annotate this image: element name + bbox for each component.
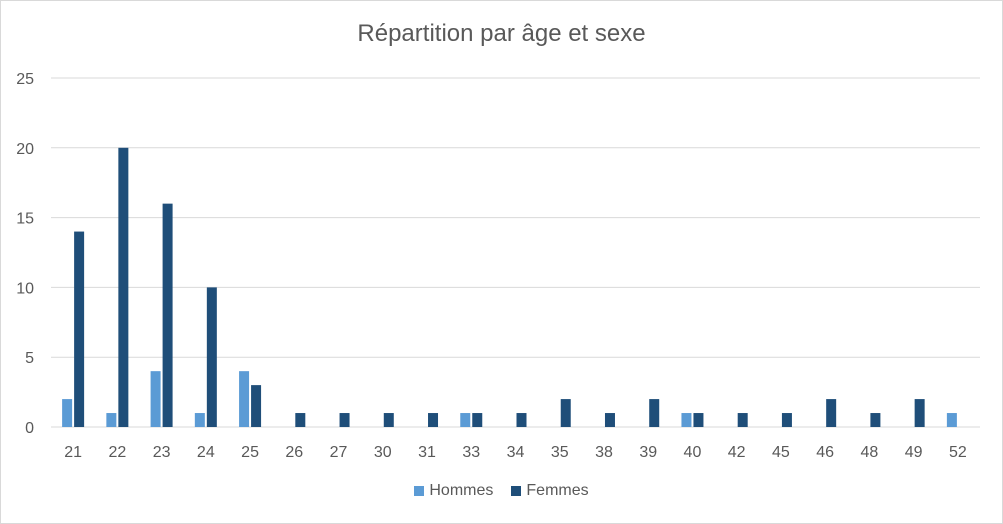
x-tick-label-45: 45 — [772, 444, 790, 461]
x-tick-label-49: 49 — [905, 444, 923, 461]
bar-femmes-31 — [428, 413, 439, 427]
bar-femmes-24 — [206, 287, 217, 427]
x-tick-label-52: 52 — [949, 444, 967, 461]
x-tick-label-30: 30 — [374, 444, 392, 461]
legend-item-femmes: Femmes — [511, 482, 589, 500]
x-tick-label-34: 34 — [507, 444, 525, 461]
x-tick-label-24: 24 — [197, 444, 215, 461]
x-tick-label-35: 35 — [551, 444, 569, 461]
bar-hommes-21 — [62, 399, 73, 427]
bar-femmes-39 — [649, 399, 660, 427]
legend-swatch-femmes — [511, 486, 522, 496]
bar-femmes-30 — [383, 413, 394, 427]
x-tick-label-31: 31 — [418, 444, 436, 461]
x-tick-label-27: 27 — [330, 444, 348, 461]
y-tick-label-5: 5 — [25, 350, 34, 367]
x-tick-label-22: 22 — [108, 444, 126, 461]
y-tick-label-25: 25 — [16, 71, 34, 88]
bar-femmes-25 — [251, 385, 262, 427]
y-tick-label-15: 15 — [16, 211, 34, 228]
x-tick-label-23: 23 — [153, 444, 171, 461]
bar-femmes-35 — [560, 399, 571, 427]
y-tick-label-0: 0 — [25, 420, 34, 437]
x-tick-label-48: 48 — [861, 444, 879, 461]
legend-label-hommes: Hommes — [429, 482, 494, 499]
bar-femmes-40 — [693, 413, 704, 427]
bar-femmes-49 — [914, 399, 925, 427]
x-tick-label-46: 46 — [816, 444, 834, 461]
bar-hommes-23 — [150, 371, 161, 427]
chart-title: Répartition par âge et sexe — [357, 20, 646, 47]
x-tick-label-38: 38 — [595, 444, 613, 461]
bar-femmes-23 — [162, 203, 173, 427]
bar-femmes-45 — [781, 413, 792, 427]
bar-hommes-33 — [460, 413, 471, 427]
bar-femmes-21 — [74, 231, 85, 427]
y-tick-label-20: 20 — [16, 141, 34, 158]
bar-hommes-52 — [946, 413, 957, 427]
bar-femmes-38 — [604, 413, 615, 427]
bar-hommes-22 — [106, 413, 117, 427]
bar-femmes-22 — [118, 147, 129, 428]
bar-femmes-48 — [870, 413, 881, 427]
bar-femmes-42 — [737, 413, 748, 427]
x-tick-label-42: 42 — [728, 444, 746, 461]
x-tick-label-25: 25 — [241, 444, 259, 461]
legend-swatch-hommes — [414, 486, 425, 496]
y-tick-label-10: 10 — [16, 280, 34, 297]
bar-femmes-27 — [339, 413, 350, 427]
x-tick-label-39: 39 — [639, 444, 657, 461]
bar-femmes-34 — [516, 413, 527, 427]
bar-hommes-24 — [194, 413, 205, 427]
x-tick-label-26: 26 — [285, 444, 303, 461]
x-tick-label-40: 40 — [684, 444, 702, 461]
legend-item-hommes: Hommes — [414, 482, 493, 500]
legend: Hommes Femmes — [0, 482, 1003, 500]
bar-hommes-40 — [681, 413, 692, 427]
x-tick-label-33: 33 — [462, 444, 480, 461]
bar-femmes-33 — [472, 413, 483, 427]
bar-femmes-46 — [826, 399, 837, 427]
legend-label-femmes: Femmes — [526, 482, 589, 499]
bar-hommes-25 — [239, 371, 250, 427]
bar-femmes-26 — [295, 413, 306, 427]
x-tick-label-21: 21 — [64, 444, 82, 461]
